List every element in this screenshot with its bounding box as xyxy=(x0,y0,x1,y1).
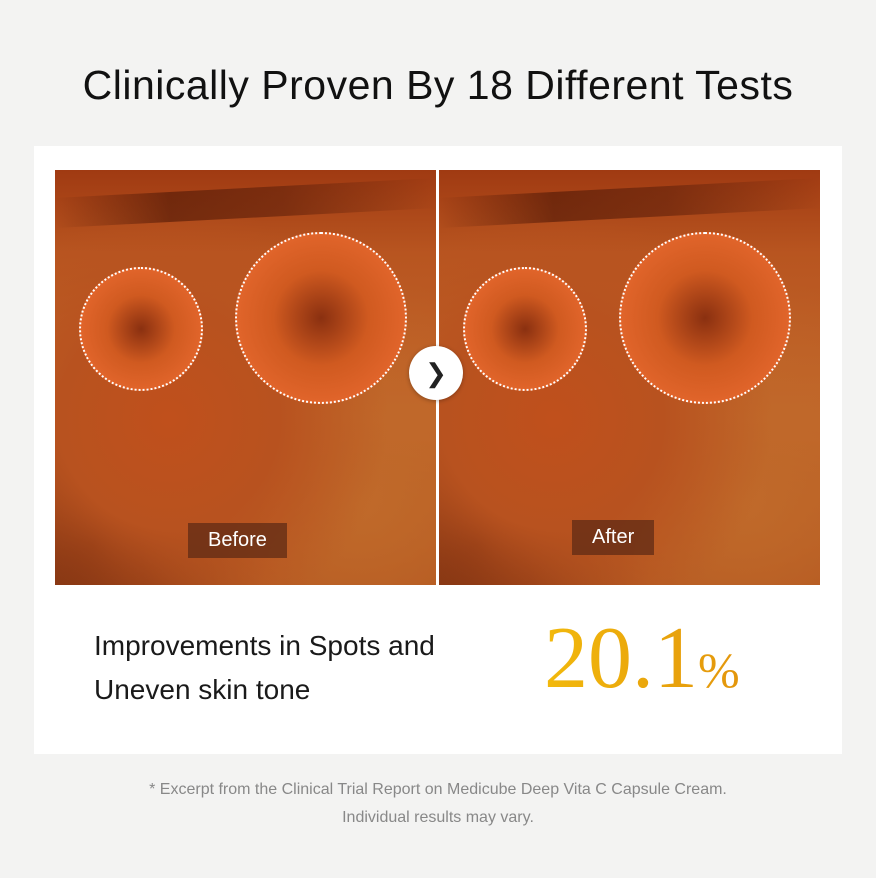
highlight-circle xyxy=(619,232,791,404)
description-line: Improvements in Spots and xyxy=(94,630,435,661)
chevron-right-icon[interactable]: ❯ xyxy=(409,346,463,400)
results-card: Before After ❯ Improvements in Spots and… xyxy=(34,146,842,754)
footnote: * Excerpt from the Clinical Trial Report… xyxy=(0,776,876,832)
highlight-circle xyxy=(235,232,407,404)
after-image: After xyxy=(439,170,820,585)
highlight-circle xyxy=(79,267,203,391)
before-label: Before xyxy=(188,523,287,558)
after-label: After xyxy=(572,520,655,555)
description-line: Uneven skin tone xyxy=(94,674,311,705)
result-description: Improvements in Spots and Uneven skin to… xyxy=(94,624,435,712)
highlight-circle xyxy=(463,267,587,391)
result-unit: % xyxy=(698,642,740,698)
before-image: Before xyxy=(55,170,436,585)
result-percentage: 20.1% xyxy=(544,608,740,709)
footnote-line: Individual results may vary. xyxy=(342,809,534,826)
page-title: Clinically Proven By 18 Different Tests xyxy=(82,62,794,108)
result-value: 20.1 xyxy=(544,610,698,707)
footnote-line: * Excerpt from the Clinical Trial Report… xyxy=(149,781,727,798)
